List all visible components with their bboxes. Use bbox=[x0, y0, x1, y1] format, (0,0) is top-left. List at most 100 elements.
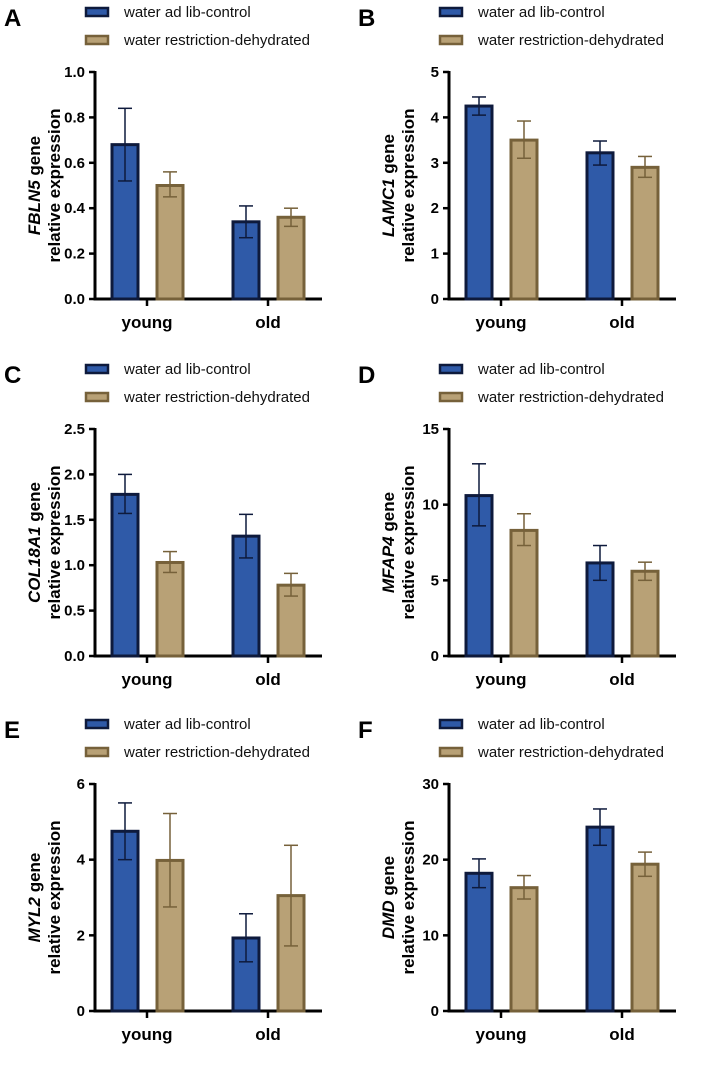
y-axis-label: MFAP4 gene bbox=[379, 492, 398, 593]
gene-name: LAMC1 bbox=[379, 178, 398, 237]
legend-label: water ad lib-control bbox=[477, 4, 605, 21]
panel-letter: B bbox=[358, 5, 375, 32]
y-axis-label: DMD gene bbox=[379, 856, 398, 939]
gene-name: DMD bbox=[379, 900, 398, 939]
y-tick-label: 0.5 bbox=[64, 603, 85, 620]
legend-swatch bbox=[438, 718, 464, 730]
legend-label: water restriction-dehydrated bbox=[123, 744, 310, 761]
legend-label: water ad lib-control bbox=[123, 4, 251, 21]
x-tick-label: old bbox=[609, 1025, 635, 1044]
x-tick-label: old bbox=[609, 313, 635, 332]
legend-swatch bbox=[438, 746, 464, 758]
bar-old-control bbox=[585, 151, 615, 301]
y-tick-label: 4 bbox=[431, 109, 440, 126]
bar-old-dehydrated bbox=[630, 569, 660, 658]
bar-old-control bbox=[585, 561, 615, 658]
legend-label: water ad lib-control bbox=[477, 716, 605, 733]
x-tick-label: young bbox=[476, 313, 527, 332]
y-axis-label-line2: relative expression bbox=[399, 820, 418, 974]
gene-suffix: gene bbox=[25, 853, 44, 897]
y-tick-label: 0 bbox=[77, 1003, 85, 1020]
bar-young-dehydrated bbox=[509, 528, 539, 658]
bar-old-dehydrated bbox=[630, 165, 660, 301]
y-axis-label-line2: relative expression bbox=[45, 108, 64, 262]
bar-old-dehydrated bbox=[630, 862, 660, 1013]
y-tick-label: 2 bbox=[431, 200, 439, 217]
bar-young-dehydrated bbox=[509, 138, 539, 301]
legend-label: water ad lib-control bbox=[123, 716, 251, 733]
legend-swatch bbox=[438, 34, 464, 46]
y-tick-label: 0 bbox=[431, 291, 439, 308]
y-tick-label: 0 bbox=[431, 1003, 439, 1020]
y-tick-label: 2 bbox=[77, 927, 85, 944]
bar-old-control bbox=[585, 825, 615, 1013]
legend-label: water restriction-dehydrated bbox=[123, 32, 310, 49]
panel-letter: C bbox=[4, 362, 21, 389]
y-tick-label: 0.0 bbox=[64, 291, 85, 308]
bar-young-control bbox=[464, 871, 494, 1013]
x-tick-label: old bbox=[255, 313, 281, 332]
y-axis-label: MYL2 gene bbox=[25, 853, 44, 943]
y-axis-label-line2: relative expression bbox=[45, 820, 64, 974]
y-tick-label: 30 bbox=[422, 776, 439, 793]
legend-swatch bbox=[84, 6, 110, 18]
bar-young-control bbox=[110, 492, 140, 658]
panel-letter: E bbox=[4, 717, 20, 744]
x-tick-label: young bbox=[122, 670, 173, 689]
x-tick-label: young bbox=[476, 1025, 527, 1044]
y-tick-label: 0.0 bbox=[64, 648, 85, 665]
y-tick-label: 2.0 bbox=[64, 466, 85, 483]
gene-suffix: gene bbox=[379, 856, 398, 900]
y-tick-label: 15 bbox=[422, 421, 439, 438]
bar-young-dehydrated bbox=[155, 184, 185, 301]
y-tick-label: 0.2 bbox=[64, 246, 85, 263]
bar-young-control bbox=[464, 104, 494, 301]
bar-old-dehydrated bbox=[276, 215, 306, 301]
legend-label: water restriction-dehydrated bbox=[477, 32, 664, 49]
x-tick-label: old bbox=[609, 670, 635, 689]
y-tick-label: 0.8 bbox=[64, 109, 85, 126]
y-tick-label: 4 bbox=[77, 852, 86, 869]
y-axis-label-line2: relative expression bbox=[399, 108, 418, 262]
y-axis-label: LAMC1 gene bbox=[379, 134, 398, 237]
bar-young-control bbox=[110, 829, 140, 1013]
gene-name: MFAP4 bbox=[379, 536, 398, 593]
y-tick-label: 0 bbox=[431, 648, 439, 665]
x-tick-label: young bbox=[122, 1025, 173, 1044]
bar-young-dehydrated bbox=[509, 886, 539, 1013]
legend-label: water ad lib-control bbox=[123, 361, 251, 378]
legend-label: water restriction-dehydrated bbox=[123, 389, 310, 406]
y-tick-label: 1.0 bbox=[64, 557, 85, 574]
x-tick-label: old bbox=[255, 1025, 281, 1044]
gene-suffix: gene bbox=[25, 482, 44, 526]
gene-name: MYL2 bbox=[25, 896, 44, 942]
legend-swatch bbox=[84, 34, 110, 46]
legend-label: water restriction-dehydrated bbox=[477, 389, 664, 406]
gene-name: FBLN5 bbox=[25, 180, 44, 235]
legend-swatch bbox=[84, 391, 110, 403]
y-tick-label: 10 bbox=[422, 497, 439, 514]
y-tick-label: 5 bbox=[431, 572, 439, 589]
x-tick-label: young bbox=[122, 313, 173, 332]
y-tick-label: 20 bbox=[422, 852, 439, 869]
y-tick-label: 1 bbox=[431, 246, 439, 263]
x-tick-label: old bbox=[255, 670, 281, 689]
y-tick-label: 1.0 bbox=[64, 64, 85, 81]
x-tick-label: young bbox=[476, 670, 527, 689]
y-tick-label: 0.6 bbox=[64, 155, 85, 172]
legend-swatch bbox=[438, 6, 464, 18]
y-tick-label: 0.4 bbox=[64, 200, 86, 217]
y-tick-label: 3 bbox=[431, 155, 439, 172]
legend-swatch bbox=[438, 391, 464, 403]
bar-young-dehydrated bbox=[155, 858, 185, 1013]
gene-suffix: gene bbox=[379, 134, 398, 178]
legend-swatch bbox=[84, 363, 110, 375]
y-axis-label: FBLN5 gene bbox=[25, 136, 44, 235]
y-axis-label-line2: relative expression bbox=[45, 465, 64, 619]
